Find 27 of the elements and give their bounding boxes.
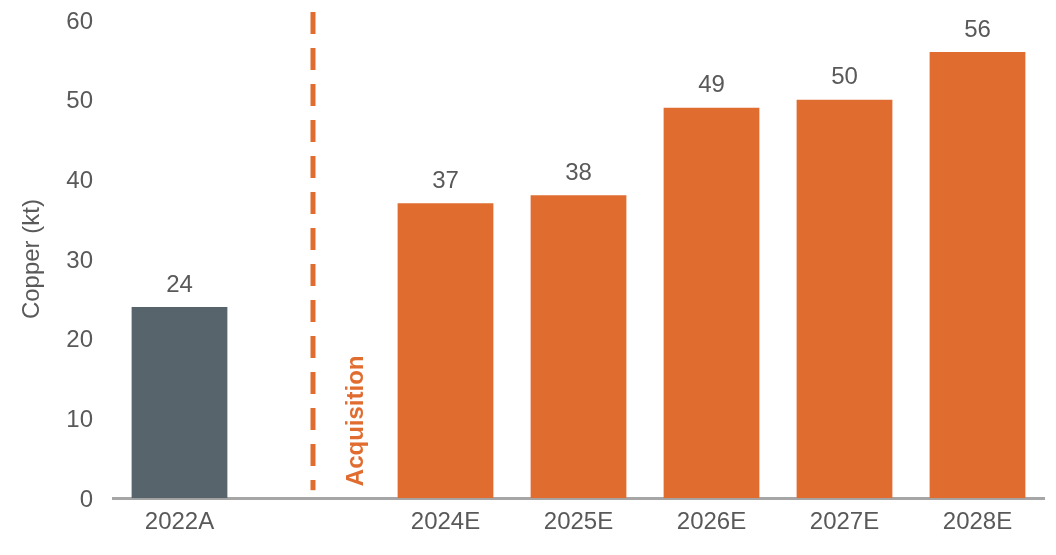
x-tick-label: 2025E xyxy=(543,507,614,535)
y-tick-label: 10 xyxy=(66,405,93,433)
x-tick-label: 2024E xyxy=(410,507,481,535)
y-tick-label: 60 xyxy=(66,6,93,34)
data-label: 38 xyxy=(565,157,592,185)
bar xyxy=(397,203,494,499)
bar xyxy=(929,51,1026,499)
y-tick-label: 40 xyxy=(66,166,93,194)
data-label: 50 xyxy=(831,62,858,90)
data-label: 49 xyxy=(698,70,725,98)
data-label: 37 xyxy=(432,165,459,193)
annotation: Acquisition xyxy=(341,355,369,487)
bar xyxy=(530,195,627,499)
bar xyxy=(131,306,228,499)
y-tick-label: 50 xyxy=(66,86,93,114)
x-tick-label: 2028E xyxy=(942,507,1013,535)
y-tick-label: 20 xyxy=(66,325,93,353)
bar xyxy=(663,107,760,499)
data-label: 24 xyxy=(166,269,193,297)
y-tick-label: 0 xyxy=(79,484,93,512)
data-label: 56 xyxy=(964,14,991,42)
x-tick-label: 2027E xyxy=(809,507,880,535)
x-tick-label: 2026E xyxy=(676,507,747,535)
y-axis-title: Copper (kt) xyxy=(16,199,44,320)
x-tick-label: 2022A xyxy=(144,507,215,535)
y-tick-label: 30 xyxy=(66,245,93,273)
bar xyxy=(796,99,893,499)
